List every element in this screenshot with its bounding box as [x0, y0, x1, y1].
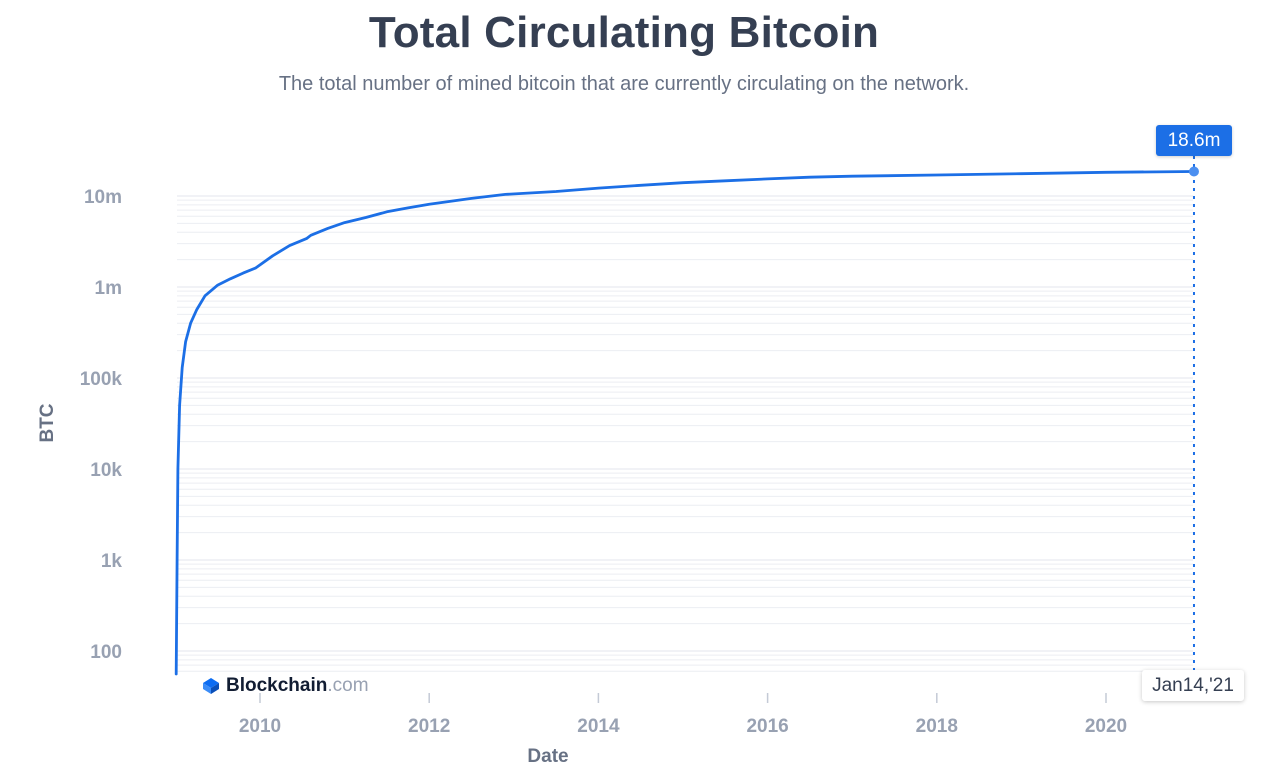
- y-tick-label: 100: [90, 642, 122, 663]
- date-tooltip: Jan14,'21: [1142, 670, 1244, 701]
- grid-lines: [177, 195, 1193, 672]
- x-tick-label: 2012: [408, 716, 450, 737]
- y-tick-label: 1m: [95, 278, 122, 299]
- series-line-circulating-btc: [174, 170, 1196, 676]
- x-axis-ticks: 2010 2012 2014 2016 2018 2020: [239, 693, 1127, 737]
- y-tick-label: 10m: [84, 187, 122, 208]
- page-subtitle: The total number of mined bitcoin that a…: [278, 73, 970, 95]
- x-tick-label: 2010: [239, 716, 281, 737]
- brand-watermark: Blockchain .com: [202, 675, 369, 697]
- page-title: Total Circulating Bitcoin: [368, 8, 880, 57]
- blockchain-logo-icon: [203, 678, 219, 694]
- x-axis-title: Date: [527, 746, 568, 765]
- brand-tld: .com: [327, 675, 369, 696]
- value-tooltip: 18.6m: [1156, 125, 1232, 156]
- y-tick-label: 100k: [80, 369, 123, 390]
- y-axis-title: BTC: [37, 403, 58, 442]
- x-tick-label: 2020: [1085, 716, 1127, 737]
- brand-name: Blockchain: [226, 675, 328, 696]
- x-tick-label: 2014: [577, 716, 620, 737]
- y-axis-ticks: 100 1k 10k 100k 1m 10m: [80, 187, 123, 663]
- y-tick-label: 1k: [101, 551, 123, 572]
- y-tick-label: 10k: [90, 460, 122, 481]
- series-end-point[interactable]: [1188, 166, 1199, 177]
- x-tick-label: 2016: [746, 716, 788, 737]
- x-tick-label: 2018: [916, 716, 958, 737]
